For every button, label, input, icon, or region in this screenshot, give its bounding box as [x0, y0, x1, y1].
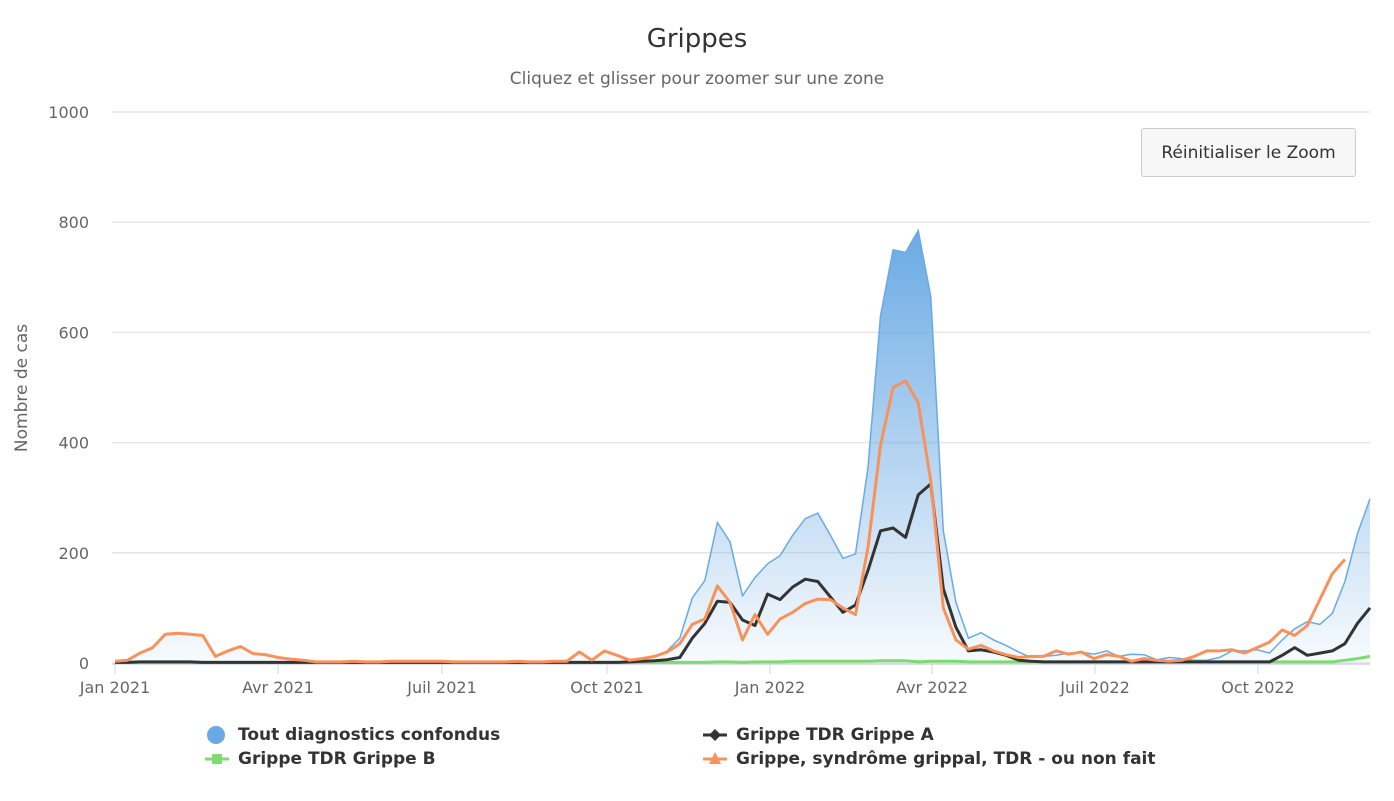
- chart-title: Grippes: [646, 24, 748, 54]
- legend-item-tout-diagnostics[interactable]: Tout diagnostics confondus: [205, 725, 500, 745]
- x-tick-label: Oct 2021: [570, 678, 643, 697]
- y-axis-label: Nombre de cas: [12, 324, 32, 452]
- x-tick-label: Jan 2022: [734, 678, 805, 697]
- legend-label: Tout diagnostics confondus: [238, 725, 501, 745]
- gridlines: [112, 111, 1370, 665]
- y-tick-label: 600: [58, 323, 89, 342]
- diamond-marker-icon: [703, 725, 729, 745]
- legend-item-syndrome-grippal[interactable]: Grippe, syndrôme grippal, TDR - ou non f…: [703, 749, 1156, 769]
- square-marker-icon: [205, 749, 231, 769]
- legend-label: Grippe, syndrôme grippal, TDR - ou non f…: [736, 749, 1156, 769]
- x-axis-ticks: Jan 2021 Avr 2021 Juil 2021 Oct 2021 Jan 202…: [79, 664, 1295, 697]
- circle-marker-icon: [205, 725, 231, 745]
- legend-label: Grippe TDR Grippe A: [736, 725, 934, 745]
- triangle-marker-icon: [703, 749, 729, 769]
- y-tick-label: 0: [79, 654, 89, 673]
- x-tick-label: Avr 2021: [242, 678, 314, 697]
- y-axis-ticks: 0 200 400 600 800 1000: [48, 103, 89, 673]
- y-tick-label: 800: [58, 213, 89, 232]
- y-tick-label: 200: [58, 544, 89, 563]
- y-tick-label: 400: [58, 434, 89, 453]
- series-line-3[interactable]: [114, 379, 1347, 664]
- chart-series[interactable]: [114, 228, 1372, 664]
- chart-subtitle: Cliquez et glisser pour zoomer sur une z…: [509, 69, 885, 89]
- legend-label: Grippe TDR Grippe B: [238, 749, 436, 769]
- area-series-fill: [115, 230, 1370, 663]
- reset-zoom-button[interactable]: Réinitialiser le Zoom: [1141, 128, 1356, 177]
- x-tick-label: Juil 2021: [406, 678, 477, 697]
- x-tick-label: Oct 2022: [1221, 678, 1294, 697]
- legend-item-grippe-a[interactable]: Grippe TDR Grippe A: [703, 725, 934, 745]
- x-tick-label: Juil 2022: [1059, 678, 1130, 697]
- x-tick-label: Jan 2021: [79, 678, 150, 697]
- legend-item-grippe-b[interactable]: Grippe TDR Grippe B: [205, 749, 436, 769]
- x-tick-label: Avr 2022: [896, 678, 968, 697]
- y-tick-label: 1000: [48, 103, 89, 122]
